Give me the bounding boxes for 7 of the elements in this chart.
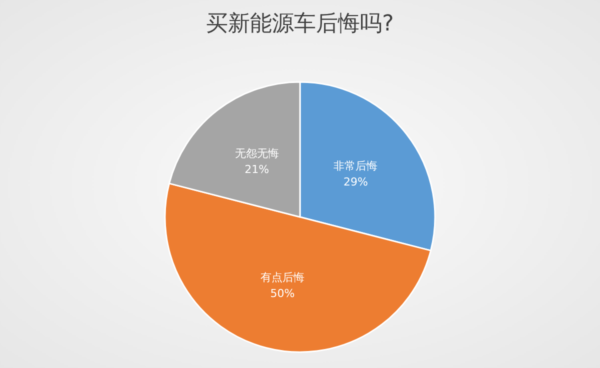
slice-label: 非常后悔 xyxy=(334,159,378,172)
data-label: 21% xyxy=(244,162,270,176)
data-label: 50% xyxy=(270,286,295,300)
slice-label: 有点后悔 xyxy=(260,270,304,284)
slice-label: 无怨无悔 xyxy=(234,146,279,160)
chart-title: 买新能源车后悔吗? xyxy=(206,12,394,36)
data-label: 29% xyxy=(343,175,368,188)
